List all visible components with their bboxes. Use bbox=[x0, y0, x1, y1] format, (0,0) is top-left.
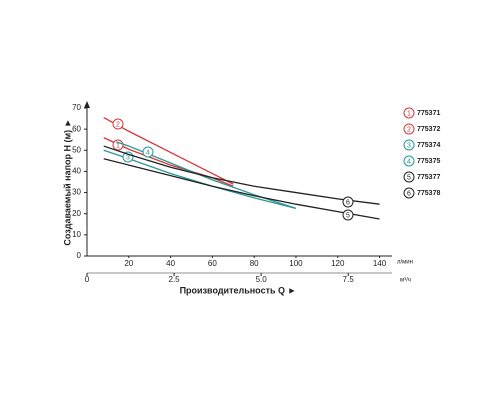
legend-marker-label: 4 bbox=[407, 158, 411, 165]
curve-marker bbox=[112, 118, 124, 130]
y-tick-label: 70 bbox=[72, 103, 81, 112]
curve bbox=[103, 158, 380, 220]
legend-label: 775374 bbox=[417, 142, 440, 149]
x-tick-label: 40 bbox=[166, 259, 175, 268]
y-tick-label: 60 bbox=[72, 124, 81, 133]
legend-marker bbox=[403, 123, 415, 135]
x2-unit: м³/ч bbox=[400, 278, 411, 284]
y-tick-label: 20 bbox=[72, 209, 81, 218]
legend-label: 775378 bbox=[417, 190, 440, 197]
x2-tick-label: 0 bbox=[85, 275, 90, 284]
x2-tick-label: 2.5 bbox=[169, 275, 181, 284]
x-tick-label: 80 bbox=[250, 259, 259, 268]
legend-marker-label: 2 bbox=[407, 126, 411, 133]
legend-marker bbox=[403, 107, 415, 119]
curve bbox=[103, 145, 380, 205]
curve-marker bbox=[112, 139, 124, 151]
curve-marker-label: 1 bbox=[116, 142, 120, 149]
curve bbox=[103, 116, 234, 185]
x-tick-label: 140 bbox=[373, 259, 387, 268]
legend-label: 775372 bbox=[417, 126, 440, 133]
curve-marker-label: 2 bbox=[116, 121, 120, 128]
legend-marker bbox=[403, 171, 415, 183]
x-tick-label: 20 bbox=[124, 259, 133, 268]
legend-marker-label: 1 bbox=[407, 110, 411, 117]
legend-marker-label: 3 bbox=[407, 142, 411, 149]
curve-marker bbox=[142, 146, 154, 158]
y-tick-label: 50 bbox=[72, 145, 81, 154]
legend-label: 775375 bbox=[417, 158, 440, 165]
legend-marker-label: 6 bbox=[407, 190, 411, 197]
legend-marker bbox=[403, 155, 415, 167]
curve-marker-label: 6 bbox=[346, 199, 350, 206]
curve-marker bbox=[342, 196, 354, 208]
x2-tick-label: 7.5 bbox=[343, 275, 355, 284]
y-tick-label: 0 bbox=[77, 251, 82, 260]
curve-marker-label: 3 bbox=[126, 154, 130, 161]
legend-marker bbox=[403, 187, 415, 199]
legend-label: 775371 bbox=[417, 110, 440, 117]
y-tick-label: 10 bbox=[72, 230, 81, 239]
y-tick-label: 40 bbox=[72, 167, 81, 176]
x2-tick-label: 5.0 bbox=[256, 275, 268, 284]
curve-marker-label: 5 bbox=[346, 212, 350, 219]
legend-label: 775377 bbox=[417, 174, 440, 181]
x-tick-label: 120 bbox=[331, 259, 345, 268]
x-axis-label: Производительность Q ► bbox=[180, 285, 297, 295]
x-tick-label: 60 bbox=[208, 259, 217, 268]
legend-marker bbox=[403, 139, 415, 151]
y-tick-label: 30 bbox=[72, 188, 81, 197]
legend-marker-label: 5 bbox=[407, 174, 411, 181]
curve-marker bbox=[342, 209, 354, 221]
x-unit: л/мин bbox=[397, 260, 413, 266]
y-axis-arrow bbox=[84, 101, 90, 108]
x-tick-label: 100 bbox=[289, 259, 303, 268]
curve-marker-label: 4 bbox=[146, 149, 150, 156]
y-axis-label: Создаваемый напор H (м) ► bbox=[62, 118, 72, 245]
